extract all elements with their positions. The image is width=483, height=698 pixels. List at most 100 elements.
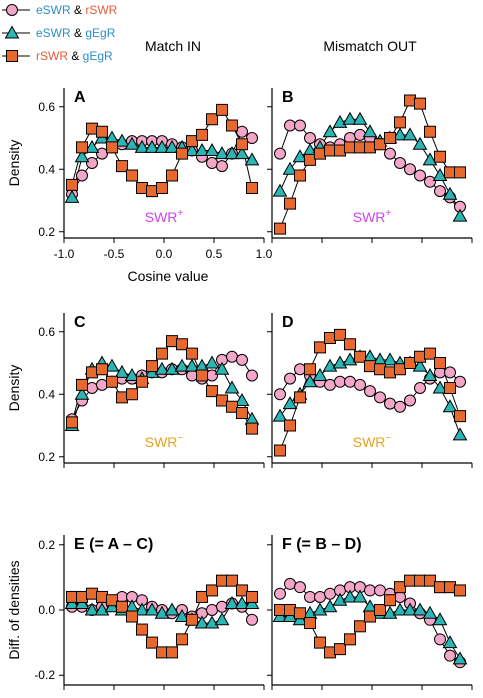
point-circle — [206, 369, 218, 382]
point-circle — [414, 382, 426, 394]
panel-B: B SWR+ — [267, 88, 473, 243]
point-circle — [86, 157, 98, 169]
point-square — [364, 610, 376, 623]
point-triangle — [134, 139, 150, 153]
point-triangle — [154, 361, 170, 375]
point-square — [424, 125, 436, 138]
y-tick-label: 0.4 — [38, 162, 55, 176]
y-tick-label: 0.2 — [38, 225, 55, 239]
point-circle — [76, 169, 88, 182]
point-square — [146, 360, 158, 373]
point-square — [424, 347, 436, 360]
point-triangle — [342, 589, 358, 603]
point-triangle — [214, 612, 230, 626]
point-circle — [444, 649, 456, 662]
point-square — [106, 594, 118, 607]
legend-entry-triangle: eSWR & gEgR — [36, 26, 116, 40]
x-axis-title: Cosine value — [128, 268, 209, 284]
point-circle — [374, 584, 386, 597]
point-square — [294, 391, 306, 404]
point-square — [294, 169, 306, 182]
point-triangle — [452, 208, 468, 222]
point-square — [206, 584, 218, 597]
condition-label: SWR− — [353, 433, 392, 450]
point-circle — [206, 604, 218, 616]
point-triangle — [64, 189, 80, 203]
panel-A: -1.0 -0.5 0.0 0.5 1.0 Cosine value 0.2 0.4 0.6 De… — [6, 88, 273, 284]
y-tick-label: 0.2 — [38, 450, 55, 464]
point-triangle — [214, 361, 230, 375]
point-circle — [294, 581, 306, 594]
point-triangle — [174, 358, 190, 372]
point-circle — [344, 375, 356, 388]
point-circle — [444, 366, 456, 379]
point-square — [196, 128, 208, 141]
point-square — [186, 347, 198, 360]
point-square — [444, 382, 456, 394]
panel-C: 0.2 0.4 0.6 Density C SWR− — [6, 313, 265, 468]
point-triangle — [114, 133, 130, 147]
point-square — [176, 338, 188, 351]
point-circle — [274, 587, 286, 600]
point-triangle — [322, 124, 338, 138]
point-circle — [186, 369, 198, 382]
point-circle — [96, 147, 108, 160]
y-tick-label: 0.4 — [38, 387, 55, 401]
point-triangle — [194, 142, 210, 156]
point-triangle — [422, 605, 438, 619]
point-circle — [246, 132, 258, 144]
point-square — [314, 147, 326, 160]
point-triangle — [244, 152, 260, 166]
point-square — [394, 581, 406, 594]
point-square — [284, 419, 296, 432]
point-square — [106, 375, 118, 388]
point-circle — [284, 577, 296, 590]
y-tick-label: 0.6 — [38, 100, 55, 114]
point-triangle — [204, 355, 220, 369]
point-triangle — [84, 139, 100, 153]
point-square — [344, 338, 356, 351]
point-triangle — [392, 602, 408, 616]
point-square — [106, 141, 118, 154]
point-triangle — [114, 364, 130, 378]
point-square — [334, 643, 346, 656]
point-triangle — [74, 386, 90, 400]
point-square — [96, 125, 108, 138]
y-tick-label: 0.2 — [38, 538, 55, 552]
point-square — [226, 574, 238, 587]
point-square — [116, 160, 128, 173]
point-circle — [404, 163, 416, 176]
point-square — [236, 584, 248, 597]
point-square — [216, 394, 228, 407]
point-square — [414, 97, 426, 110]
panel-label: F (= B – D) — [282, 536, 362, 553]
condition-text: SWR — [353, 434, 386, 450]
point-triangle — [144, 139, 160, 153]
condition-superscript: − — [385, 433, 391, 444]
point-square — [136, 623, 148, 636]
point-triangle — [224, 146, 240, 160]
point-triangle — [124, 136, 140, 150]
point-circle — [304, 590, 316, 603]
point-triangle — [164, 139, 180, 153]
legend-text-part: rSWR — [36, 49, 68, 63]
point-square — [304, 153, 316, 166]
point-triangle — [234, 146, 250, 160]
point-square — [274, 604, 286, 616]
condition-label: SWR− — [145, 433, 184, 450]
point-square — [236, 407, 248, 419]
point-circle — [226, 350, 238, 363]
point-triangle — [272, 183, 288, 197]
point-square — [354, 350, 366, 363]
point-square — [216, 103, 228, 116]
point-square — [246, 422, 258, 435]
point-square — [314, 636, 326, 649]
point-circle — [354, 378, 366, 391]
point-triangle — [402, 602, 418, 616]
point-square — [86, 587, 98, 600]
point-square — [364, 141, 376, 154]
point-triangle — [382, 352, 398, 366]
point-circle — [206, 157, 218, 169]
point-circle — [394, 157, 406, 169]
